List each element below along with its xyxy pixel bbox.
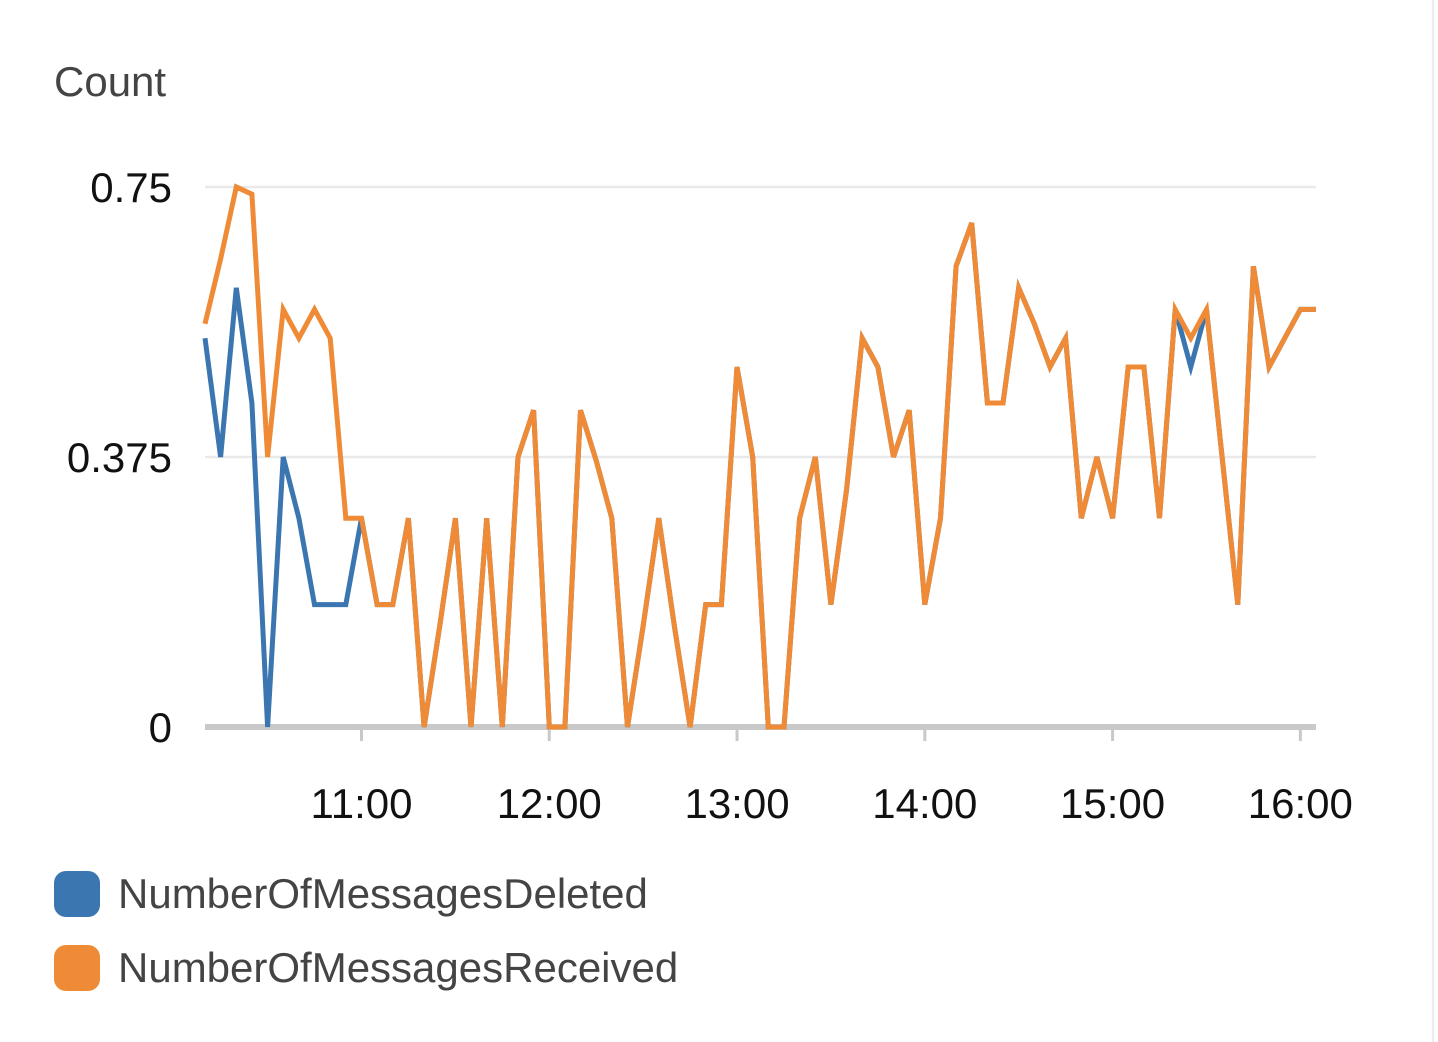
y-tick-label: 0.375 (67, 434, 172, 481)
legend-label-deleted: NumberOfMessagesDeleted (118, 870, 648, 917)
widget-border (1432, 0, 1434, 1042)
legend: NumberOfMessagesDeleted NumberOfMessages… (54, 868, 678, 1016)
legend-label-received: NumberOfMessagesReceived (118, 944, 679, 991)
y-axis-label: Count (54, 58, 166, 105)
legend-item-deleted[interactable]: NumberOfMessagesDeleted (54, 868, 678, 920)
y-tick-label: 0.75 (90, 164, 172, 211)
x-tick-label: 11:00 (310, 780, 412, 827)
series-line-received (202, 183, 1316, 730)
x-tick-label: 13:00 (684, 780, 789, 827)
y-axis-ticks: 0 0.375 0.75 (67, 164, 172, 751)
x-tick-label: 15:00 (1060, 780, 1165, 827)
x-tick-label: 14:00 (872, 780, 977, 827)
x-tick-label: 12:00 (497, 780, 602, 827)
x-axis-ticks: 11:00 12:00 13:00 14:00 15:00 16:00 (310, 730, 1353, 827)
series-lines (202, 183, 1316, 730)
line-chart: Count 0 0.375 0.75 11:00 12:00 13:00 14:00 15:… (54, 58, 1353, 827)
grid-lines (205, 185, 1316, 730)
y-tick-label: 0 (149, 704, 172, 751)
legend-item-received[interactable]: NumberOfMessagesReceived (54, 942, 678, 994)
legend-swatch-deleted (54, 871, 100, 917)
series-line-deleted (202, 222, 1316, 730)
x-tick-label: 16:00 (1248, 780, 1353, 827)
legend-swatch-received (54, 945, 100, 991)
